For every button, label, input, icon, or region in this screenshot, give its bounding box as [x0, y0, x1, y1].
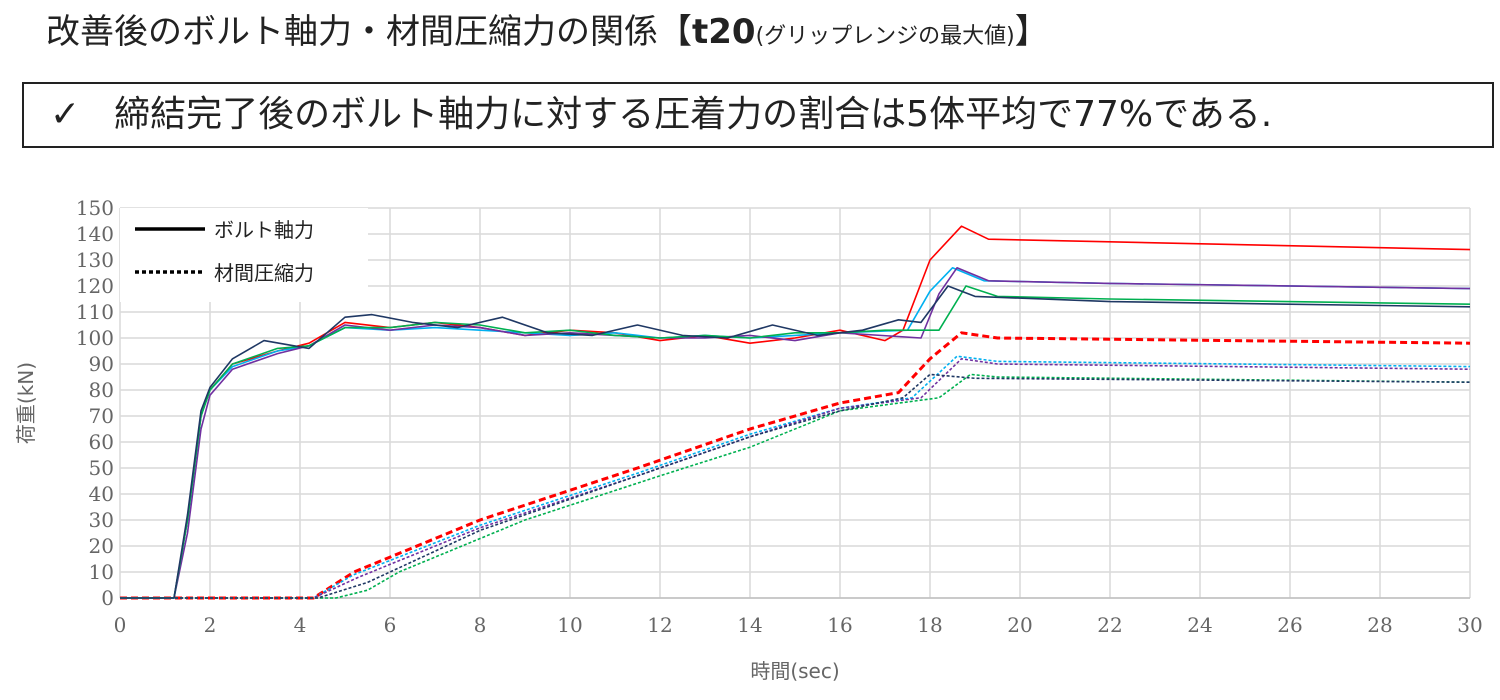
- series-line-material-lightblue: [120, 355, 1471, 599]
- x-tick-label: 2: [204, 613, 217, 637]
- conclusion-text: 締結完了後のボルト軸力に対する圧着力の割合は5体平均で77%である.: [114, 94, 1273, 135]
- series-line-bolt-navy: [120, 285, 1471, 599]
- series-line-bolt-purple: [120, 267, 1471, 599]
- series-line-material-red: [120, 331, 1471, 600]
- y-tick-label: 110: [76, 300, 114, 324]
- x-tick-label: 18: [917, 613, 942, 637]
- title-bracket: 】: [1014, 12, 1049, 52]
- y-tick-label: 10: [89, 560, 114, 584]
- y-tick-label: 30: [89, 508, 114, 532]
- y-tick-label: 50: [89, 456, 114, 480]
- y-tick-label: 20: [89, 534, 114, 558]
- x-tick-label: 0: [114, 613, 127, 637]
- page-title: 改善後のボルト軸力・材間圧縮力の関係【t20(グリップレンジの最大値)】: [46, 4, 1049, 53]
- y-tick-label: 90: [89, 352, 114, 376]
- legend-label-material: 材間圧縮力: [214, 261, 314, 285]
- y-tick-label: 70: [89, 404, 114, 428]
- x-tick-label: 22: [1097, 613, 1122, 637]
- y-axis-label: 荷重(kN): [14, 362, 38, 444]
- check-icon: ✓: [50, 94, 81, 135]
- x-tick-label: 14: [737, 613, 762, 637]
- y-tick-label: 40: [89, 482, 114, 506]
- x-tick-label: 6: [384, 613, 397, 637]
- x-tick-label: 16: [827, 613, 852, 637]
- conclusion-box: ✓ 締結完了後のボルト軸力に対する圧着力の割合は5体平均で77%である.: [22, 82, 1494, 148]
- x-tick-label: 24: [1187, 613, 1212, 637]
- y-tick-label: 120: [76, 274, 114, 298]
- y-tick-label: 80: [89, 378, 114, 402]
- series-line-bolt-lightblue: [120, 267, 1471, 599]
- series-line-material-purple: [120, 358, 1471, 599]
- series-line-material-green: [120, 373, 1471, 599]
- series-line-bolt-green: [120, 285, 1471, 599]
- title-subtitle: (グリップレンジの最大値): [755, 24, 1015, 49]
- y-tick-label: 130: [76, 248, 114, 272]
- y-tick-label: 150: [76, 196, 114, 220]
- legend: ボルト軸力 材間圧縮力: [120, 208, 368, 302]
- x-axis-label: 時間(sec): [750, 659, 839, 683]
- y-tick-label: 60: [89, 430, 114, 454]
- y-tick-label: 140: [76, 222, 114, 246]
- y-tick-label: 0: [101, 586, 114, 610]
- series-line-material-navy: [120, 373, 1471, 599]
- x-tick-label: 12: [647, 613, 672, 637]
- x-tick-label: 28: [1367, 613, 1392, 637]
- x-tick-label: 30: [1457, 613, 1482, 637]
- x-tick-label: 8: [474, 613, 487, 637]
- x-tick-label: 10: [557, 613, 582, 637]
- legend-box: [120, 208, 368, 302]
- legend-label-bolt: ボルト軸力: [214, 218, 314, 242]
- x-tick-label: 20: [1007, 613, 1032, 637]
- title-main: 改善後のボルト軸力・材間圧縮力の関係【: [46, 12, 692, 52]
- x-tick-label: 4: [294, 613, 307, 637]
- x-tick-label: 26: [1277, 613, 1302, 637]
- title-thickness: t20: [692, 12, 756, 52]
- y-tick-label: 100: [76, 326, 114, 350]
